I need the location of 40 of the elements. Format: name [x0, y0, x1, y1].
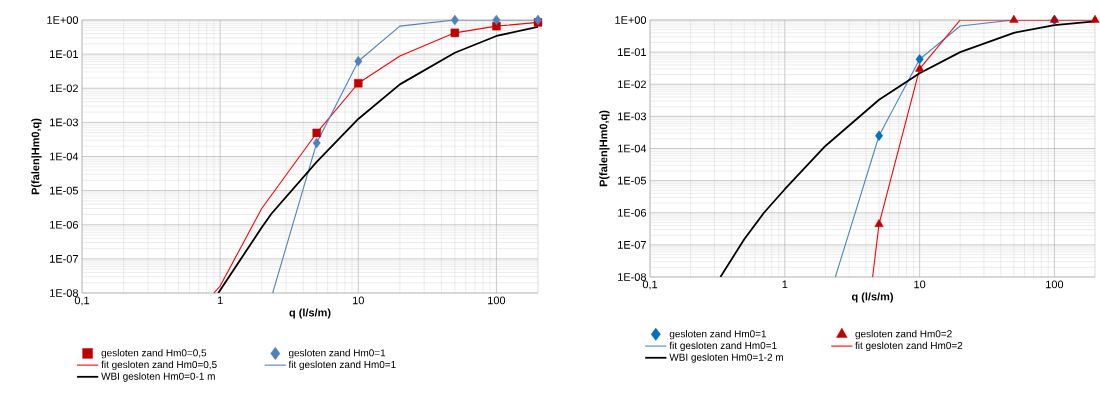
x-tick-label: 10 [914, 280, 926, 289]
legend-label: fit gesloten zand Hm0=2 [855, 341, 963, 351]
y-tick-label: 1E-01 [50, 50, 78, 59]
y-tick-label: 1E+00 [47, 16, 79, 24]
x-axis-title: q (l/s/m) [289, 308, 331, 319]
x-tick-label: 0,1 [642, 280, 658, 290]
y-tick-label: 1E-03 [50, 118, 78, 127]
y-tick-label: 1E-04 [618, 144, 647, 153]
legend-label: gesloten zand Hm0=1 [288, 349, 386, 359]
y-tick-label: 1E+00 [615, 16, 647, 24]
y-tick-label: 1E-05 [50, 186, 79, 195]
legend-label: gesloten zand Hm0=0,5 [101, 349, 207, 359]
y-tick-label: 1E-04 [50, 152, 79, 161]
y-tick-label: 1E-02 [50, 84, 78, 93]
y-tick-label: 1E-07 [618, 241, 646, 249]
legend-label: fit gesloten zand Hm0=1 [288, 360, 396, 371]
x-tick-label: 10 [353, 296, 364, 305]
y-tick-label: 1E-06 [618, 208, 646, 217]
legend-label: fit gesloten zand Hm0=1 [669, 341, 777, 351]
legend-label: gesloten zand Hm0=2 [855, 330, 952, 340]
x-tick-label: 1 [217, 296, 223, 305]
legend-label: WBI gesloten Hm0=0-1 m [101, 372, 215, 382]
y-axis-title: P(falen|Hm0,q) [31, 118, 42, 195]
y-tick-label: 1E-05 [618, 176, 647, 185]
legend-label: gesloten zand Hm0=1 [669, 330, 767, 340]
y-tick-label: 1E-07 [50, 255, 78, 263]
legend-label: fit gesloten zand Hm0=0,5 [101, 360, 217, 371]
y-tick-label: 1E-01 [618, 48, 646, 57]
x-tick-label: 100 [1046, 280, 1064, 289]
x-tick-label: 100 [488, 296, 506, 305]
y-tick-label: 1E-06 [50, 220, 78, 229]
y-tick-label: 1E-03 [618, 112, 646, 121]
y-tick-label: 1E-08 [50, 289, 78, 297]
x-axis-title: q (l/s/m) [851, 292, 893, 303]
x-tick-label: 0,1 [74, 296, 90, 306]
y-tick-label: 1E-08 [618, 273, 646, 281]
y-axis-title: P(falen|Hm0,q) [599, 110, 610, 187]
y-tick-label: 1E-02 [618, 80, 646, 89]
x-tick-label: 1 [782, 280, 788, 289]
legend-label: WBI gesloten Hm0=1-2 m [669, 353, 783, 363]
